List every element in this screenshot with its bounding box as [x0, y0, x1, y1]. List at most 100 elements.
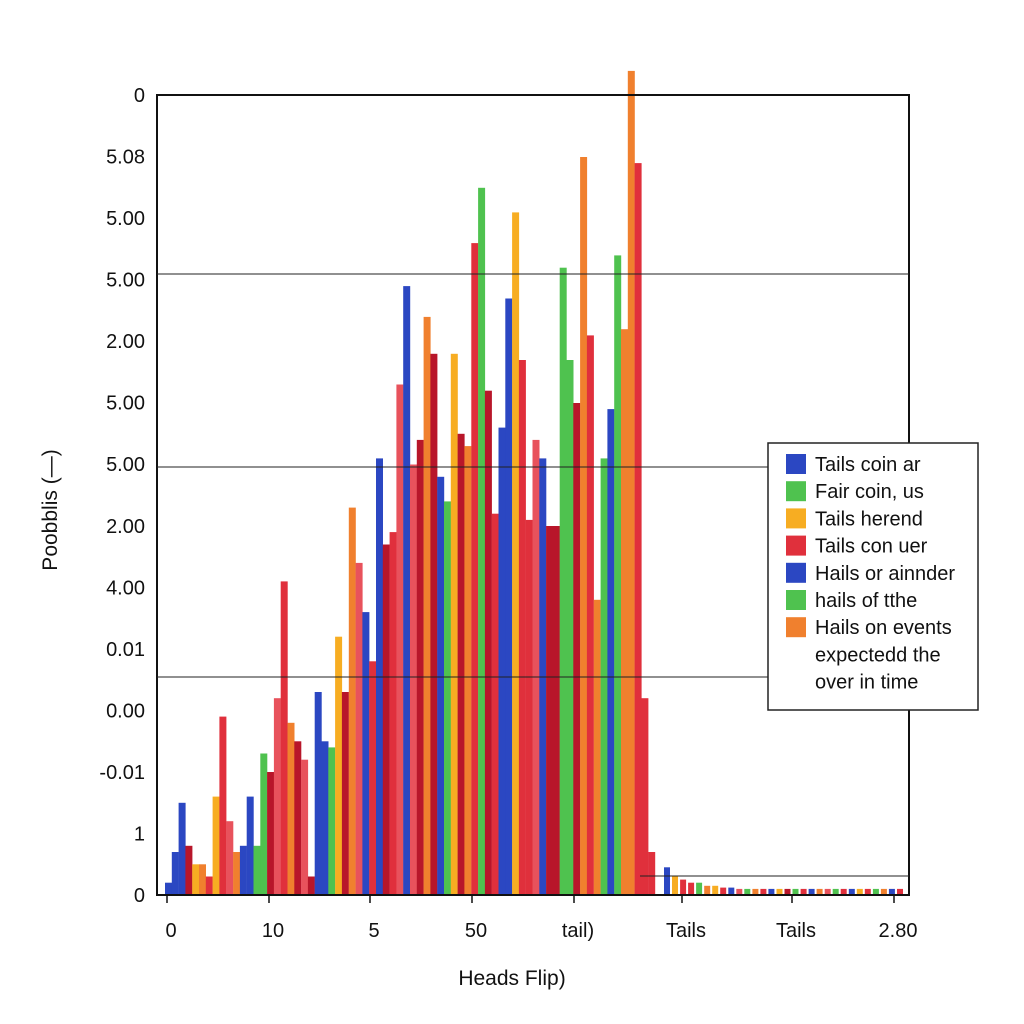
bar — [586, 335, 594, 895]
legend-swatch — [786, 508, 806, 529]
x-tick-label: 50 — [465, 920, 487, 942]
bar — [491, 513, 499, 895]
bar — [566, 360, 574, 895]
y-tick-label: 5.00 — [106, 393, 145, 415]
bar — [672, 876, 678, 895]
bar — [205, 876, 213, 895]
bar — [634, 163, 642, 896]
legend-swatch — [786, 590, 806, 610]
bar — [450, 353, 458, 895]
bar — [680, 879, 687, 895]
bar — [888, 888, 895, 895]
bar — [335, 636, 343, 895]
bar — [621, 329, 628, 895]
bar — [464, 446, 472, 895]
legend-label: Tails con uer — [815, 536, 928, 558]
bar — [273, 698, 281, 895]
bar — [607, 409, 615, 895]
bar — [880, 888, 887, 895]
bar — [457, 433, 465, 896]
bar — [720, 887, 727, 895]
bar — [478, 187, 486, 896]
y-tick-label: 5.00 — [106, 454, 145, 476]
legend-label: over in time — [815, 672, 918, 694]
x-tick-label: 0 — [165, 920, 176, 942]
bar — [840, 888, 847, 895]
bar — [512, 212, 520, 895]
bar — [824, 888, 831, 895]
legend-label: Hails or ainnder — [815, 563, 955, 585]
bar — [736, 888, 743, 895]
y-tick-label: 2.00 — [106, 516, 145, 538]
bar — [437, 476, 445, 895]
bar — [171, 852, 179, 895]
y-tick-label: 5.00 — [106, 270, 145, 292]
bar — [784, 888, 791, 895]
y-tick-label: 0 — [134, 85, 145, 107]
y-tick-label: 5.00 — [106, 208, 145, 230]
bar — [260, 753, 268, 895]
bar — [253, 845, 261, 895]
bar — [287, 722, 295, 895]
bar — [389, 532, 397, 895]
bar — [752, 888, 759, 895]
bar — [872, 888, 879, 895]
bar — [664, 867, 670, 895]
bar — [382, 544, 390, 895]
legend-label: hails of tthe — [815, 590, 917, 612]
bar — [744, 888, 751, 895]
y-tick-label: 0 — [134, 885, 145, 907]
bar — [704, 885, 711, 895]
bar — [552, 526, 560, 895]
bar — [185, 845, 193, 895]
bar — [301, 759, 309, 895]
bar — [800, 888, 807, 895]
bar — [348, 507, 356, 895]
y-tick-labels: 0 5.08 5.00 5.00 2.00 5.00 5.00 2.00 4.00 0.01 0.0… — [99, 85, 145, 907]
bar — [246, 796, 254, 895]
y-tick-label: 5.08 — [106, 147, 145, 169]
x-tick-label: 2.80 — [879, 920, 918, 942]
bar — [580, 157, 588, 895]
legend-label: Fair coin, us — [815, 481, 924, 503]
legend: Tails coin ar Fair coin, us Tails herend Ta… — [767, 442, 979, 711]
x-axis-label: Heads Flip) — [458, 967, 565, 990]
bar — [593, 599, 601, 895]
legend-label: expectedd the — [815, 644, 941, 666]
x-tick-label: Tails — [666, 920, 706, 942]
bar — [864, 888, 871, 895]
bar — [518, 360, 526, 895]
bar — [614, 255, 622, 895]
bar — [423, 316, 431, 895]
x-tick-label: 5 — [368, 920, 379, 942]
legend-label: Hails on events — [815, 617, 952, 639]
y-tick-label: 4.00 — [106, 577, 145, 599]
bar — [165, 882, 172, 895]
bar — [314, 692, 322, 895]
legend-label: Tails coin ar — [815, 454, 921, 476]
bar — [627, 70, 635, 895]
bar — [525, 519, 533, 895]
bar — [199, 864, 206, 896]
bar — [219, 716, 227, 895]
bar — [641, 698, 649, 895]
bar — [760, 888, 767, 895]
y-tick-label: 0.01 — [106, 639, 145, 661]
x-tick-label: tail) — [562, 920, 594, 942]
legend-swatch — [786, 617, 806, 638]
bar — [712, 885, 719, 895]
bar — [328, 747, 336, 895]
x-tick-label: Tails — [776, 920, 816, 942]
bar — [776, 888, 783, 895]
bar — [471, 243, 479, 896]
bar — [294, 741, 302, 896]
bar — [233, 852, 241, 895]
legend-swatch — [786, 454, 806, 474]
bar — [403, 286, 411, 896]
bar — [192, 864, 200, 896]
bar — [444, 501, 451, 895]
x-tick-label: 10 — [262, 920, 284, 942]
bar — [396, 384, 404, 895]
bar — [362, 612, 370, 895]
